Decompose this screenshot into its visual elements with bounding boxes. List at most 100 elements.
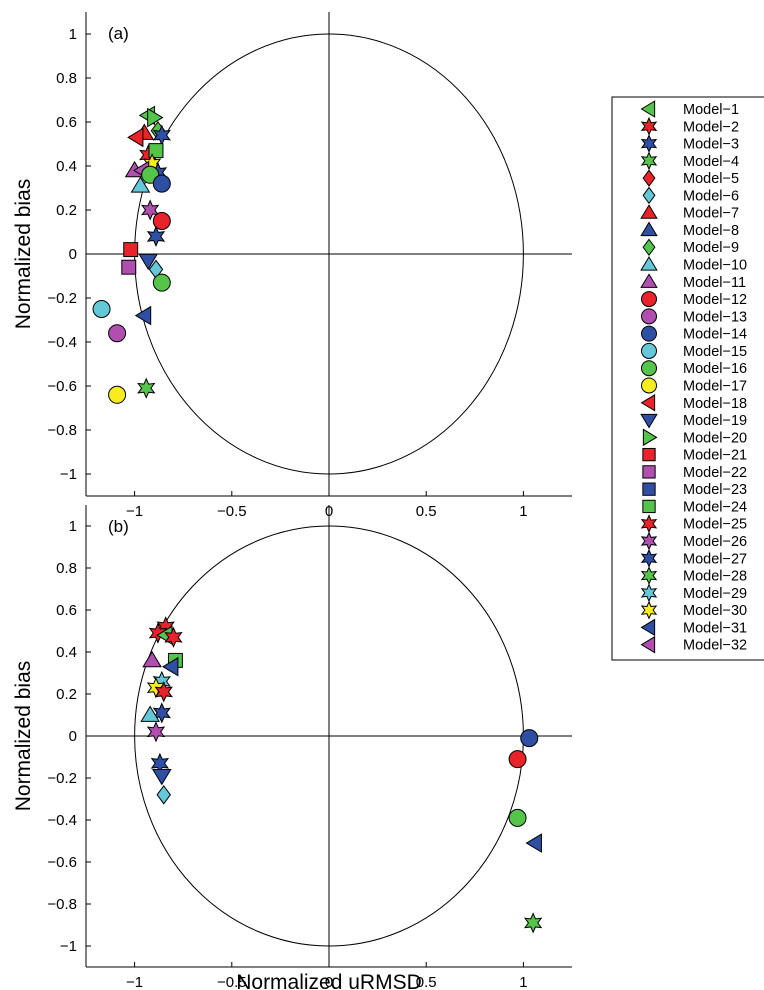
legend-marker [641, 308, 657, 325]
legend-marker [642, 482, 656, 496]
legend-marker [642, 465, 656, 479]
legend-label: Model−15 [683, 344, 747, 360]
data-point-model-6 [156, 785, 172, 805]
y-tick-label: −0.8 [47, 422, 77, 439]
y-tick-label: −1 [60, 466, 77, 483]
x-tick-label: 0.5 [416, 974, 437, 990]
legend-marker [640, 221, 658, 237]
data-point-model-28 [523, 912, 543, 934]
data-point-model-2 [164, 626, 183, 648]
y-tick-label: 0.2 [56, 686, 77, 703]
legend-marker [640, 413, 658, 429]
legend-marker [641, 325, 657, 342]
y-tick-label: 1 [69, 518, 77, 535]
panel-label: (a) [108, 24, 129, 43]
data-point-model-18 [127, 127, 144, 148]
legend-marker [640, 618, 656, 637]
data-point-model-16 [152, 273, 171, 292]
data-point-model-26 [146, 721, 166, 743]
y-tick-label: 0 [69, 246, 77, 263]
legend-label: Model−22 [683, 465, 747, 481]
legend-label: Model−19 [683, 413, 747, 429]
y-tick-label: −0.2 [47, 770, 77, 787]
legend-label: Model−5 [683, 171, 739, 187]
legend-label: Model−23 [683, 482, 747, 498]
x-tick-label: −1 [126, 974, 143, 990]
legend-marker [642, 186, 656, 205]
y-axis-label: Normalized bias [12, 179, 35, 330]
legend-marker [641, 342, 657, 359]
legend-marker [642, 447, 656, 462]
x-tick-label: 1 [519, 503, 527, 520]
y-tick-label: −0.4 [47, 334, 77, 351]
y-tick-label: 0.8 [56, 70, 77, 87]
data-point-model-20 [147, 107, 164, 128]
legend-label: Model−1 [683, 102, 739, 118]
legend-label: Model−2 [683, 119, 739, 135]
data-point-model-14 [520, 729, 539, 748]
panel-label: (b) [108, 517, 129, 536]
legend-box [611, 96, 764, 661]
legend-label: Model−8 [683, 223, 739, 239]
data-point-model-19 [138, 253, 159, 271]
data-point-model-21 [123, 242, 139, 258]
y-tick-label: 0.2 [56, 202, 77, 219]
data-point-model-13 [108, 324, 127, 343]
y-tick-label: −1 [60, 938, 77, 955]
data-point-model-25 [148, 622, 168, 644]
legend-label: Model−25 [683, 517, 747, 533]
data-point-model-27 [152, 702, 171, 724]
legend-marker [641, 360, 657, 377]
y-tick-label: 0.6 [56, 602, 77, 619]
y-tick-label: 0 [69, 728, 77, 745]
data-point-model-26 [140, 199, 160, 221]
data-point-model-25 [154, 681, 173, 703]
legend-label: Model−30 [683, 603, 747, 619]
legend-label: Model−27 [683, 551, 747, 567]
legend-label: Model−10 [683, 258, 747, 274]
x-tick-label: 0 [325, 974, 333, 990]
legend-label: Model−9 [683, 240, 739, 256]
data-point-model-15 [92, 300, 111, 318]
y-tick-label: −0.6 [47, 378, 77, 395]
legend-marker [642, 169, 656, 187]
y-tick-label: 0.8 [56, 560, 77, 577]
legend-label: Model−26 [683, 534, 747, 550]
legend-label: Model−28 [683, 569, 747, 585]
legend-marker [640, 600, 658, 620]
panel-b: 1 0.8 0.6 0.4 0.2 0 −0.2 −0.4 −0.6 −0.8 −1 −1 −0.5 0 0… [12, 505, 572, 990]
legend-marker [640, 204, 658, 219]
legend-marker [640, 100, 656, 118]
x-tick-label: 0.5 [416, 503, 437, 520]
x-tick-label: −0.5 [217, 974, 247, 990]
data-point-model-31 [162, 656, 179, 677]
legend-marker [640, 635, 656, 654]
legend-marker [640, 273, 658, 288]
legend-label: Model−21 [683, 448, 747, 464]
data-point-model-12 [152, 212, 171, 230]
x-tick-label: −1 [126, 503, 143, 520]
data-point-model-3 [146, 225, 166, 247]
legend-label: Model−3 [683, 137, 739, 153]
legend-label: Model−13 [683, 309, 747, 325]
legend-label: Model−6 [683, 188, 739, 204]
data-point-model-12 [508, 750, 527, 769]
y-tick-label: −0.8 [47, 896, 77, 913]
legend-marker [640, 256, 658, 271]
data-point-model-19 [152, 769, 172, 786]
data-point-model-11 [142, 650, 162, 668]
panel-a: 10.80.60.40.20−0.2−0.4−0.6−0.8−1−1 −0.5 0 0… [12, 12, 572, 520]
y-axis-label: Normalized bias [12, 661, 35, 812]
data-point-model-10 [130, 176, 151, 193]
legend-label: Model−4 [683, 154, 739, 170]
legend-marker [642, 238, 656, 256]
legend-label: Model−7 [683, 206, 739, 222]
y-tick-label: 0.4 [56, 158, 77, 175]
y-tick-label: −0.4 [47, 812, 77, 829]
y-tick-label: 1 [69, 26, 77, 43]
legend-marker [642, 499, 656, 514]
data-point-model-10 [140, 705, 160, 722]
legend-marker [642, 428, 658, 447]
data-point-model-14 [152, 174, 171, 193]
